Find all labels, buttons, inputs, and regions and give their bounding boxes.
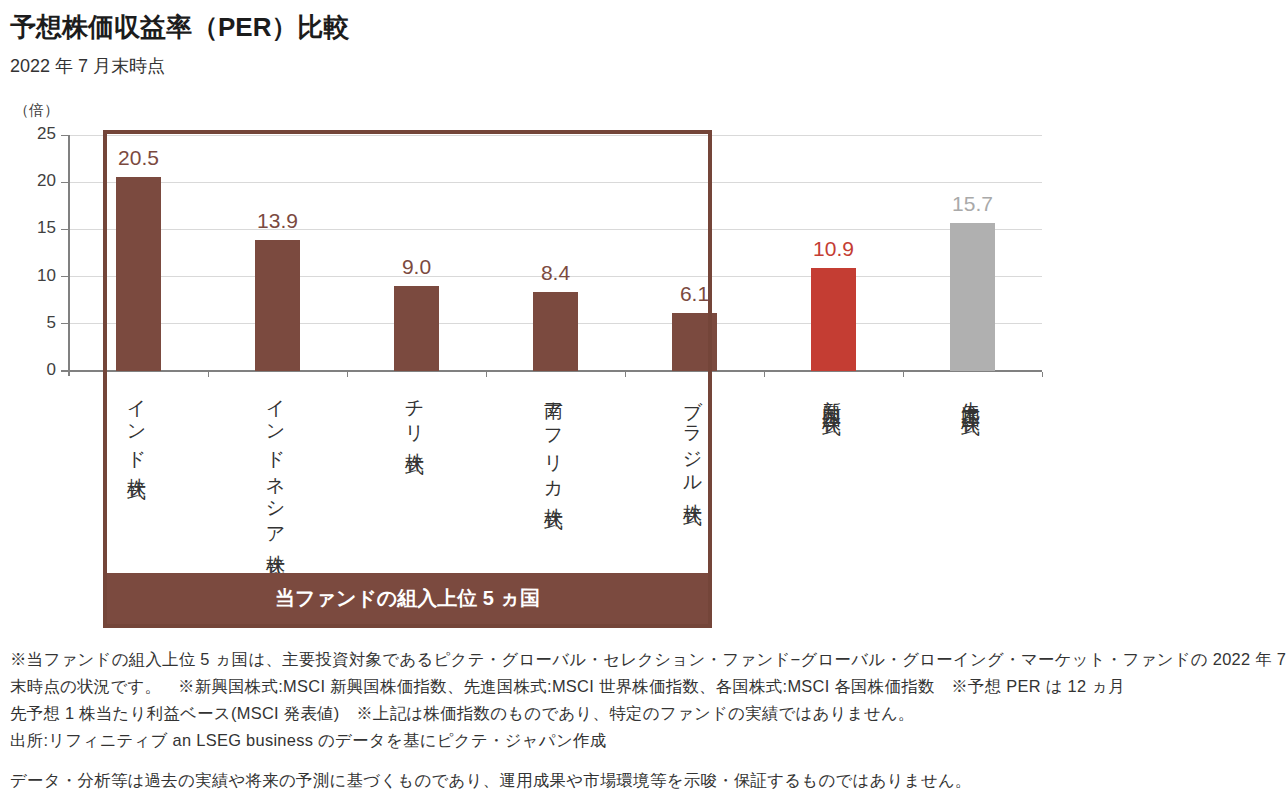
x-axis-tick bbox=[903, 372, 904, 377]
y-axis-label: 20 bbox=[10, 171, 56, 191]
footnotes: ※当ファンドの組入上位 5 ヵ国は、主要投資対象であるピクテ・グローバル・セレク… bbox=[10, 646, 1286, 794]
disclaimer: データ・分析等は過去の実績や将来の予測に基づくものであり、運用成果や市場環境等を… bbox=[10, 767, 1286, 794]
top5-highlight-box: 当ファンドの組入上位 5 ヵ国 bbox=[103, 130, 712, 628]
y-axis-label: 15 bbox=[10, 218, 56, 238]
x-axis-tick bbox=[764, 372, 765, 377]
bar-category-label: 新興国株式 bbox=[823, 386, 842, 406]
y-axis-unit-label: （倍） bbox=[14, 101, 59, 120]
footnote-line: 末時点の状況です。 ※新興国株式:MSCI 新興国株価指数、先進国株式:MSCI… bbox=[10, 673, 1286, 700]
footnote-line: 先予想 1 株当たり利益ベース(MSCI 発表値) ※上記は株価指数のものであり… bbox=[10, 700, 1286, 727]
chart-title: 予想株価収益率（PER）比較 bbox=[10, 10, 349, 45]
y-axis-label: 10 bbox=[10, 266, 56, 286]
top5-banner-label: 当ファンドの組入上位 5 ヵ国 bbox=[107, 573, 708, 624]
bar-value-label: 10.9 bbox=[789, 237, 879, 261]
bar bbox=[950, 223, 995, 371]
y-axis-label: 25 bbox=[10, 124, 56, 144]
bar-value-label: 15.7 bbox=[928, 192, 1018, 216]
bar-category-label: 先進国株式 bbox=[962, 386, 981, 406]
y-axis-label: 0 bbox=[10, 360, 56, 380]
footnote-line: ※当ファンドの組入上位 5 ヵ国は、主要投資対象であるピクテ・グローバル・セレク… bbox=[10, 646, 1286, 673]
bar bbox=[811, 268, 856, 371]
y-axis-line bbox=[68, 135, 70, 376]
x-axis-tick bbox=[1042, 372, 1043, 377]
footnote-line: 出所:リフィニティブ an LSEG business のデータを基にピクテ・ジ… bbox=[10, 727, 1286, 754]
chart-subtitle: 2022 年 7 月末時点 bbox=[10, 54, 165, 78]
y-axis-label: 5 bbox=[10, 313, 56, 333]
